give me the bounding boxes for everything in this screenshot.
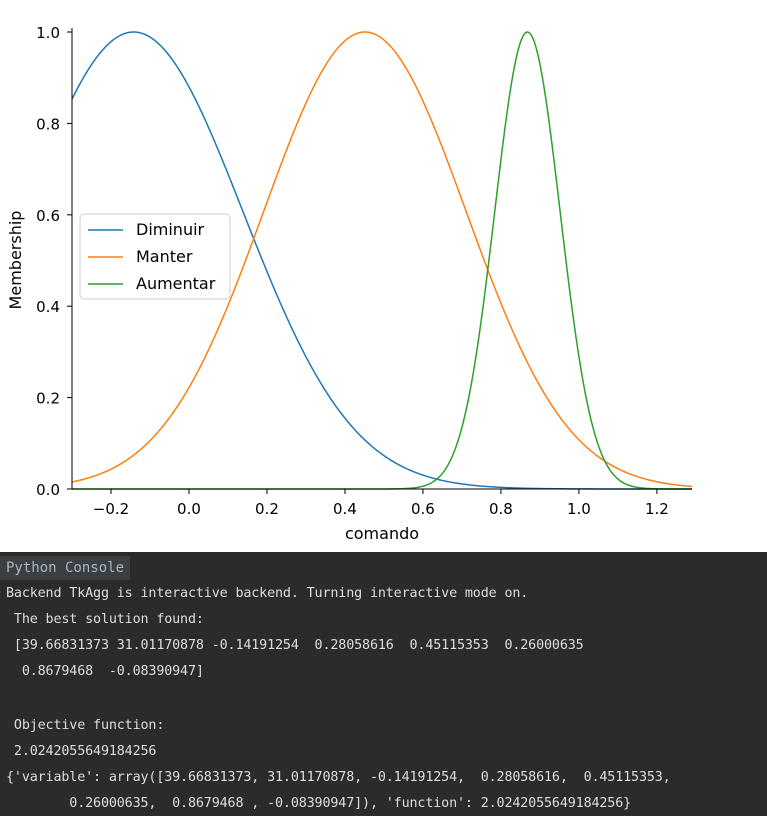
legend-box [79,213,231,300]
x-tick-label: 1.2 [645,500,669,518]
legend-label: Diminuir [136,220,205,239]
x-tick-label: −0.2 [93,500,129,518]
x-tick-label: 0.0 [177,500,201,518]
python-console-panel[interactable]: Python Console Backend TkAgg is interact… [0,552,767,816]
console-line: 0.26000635, 0.8679468 , -0.08390947]), '… [6,796,632,811]
legend-label: Aumentar [136,274,216,293]
tab-python-console[interactable]: Python Console [0,556,131,580]
console-line: [39.66831373 31.01170878 -0.14191254 0.2… [6,638,584,653]
membership-chart: −0.2 0.0 0.2 0.4 0.6 0.8 1.0 1.2 0.0 0.2 0.4 0.6 0.8… [6,24,693,543]
y-tick-label: 0.0 [36,481,60,499]
console-line: Objective function: [6,718,165,733]
x-tick-label: 0.8 [489,500,513,518]
x-tick-label: 0.6 [411,500,435,518]
x-tick-label: 0.4 [333,500,357,518]
y-tick-label: 0.6 [36,207,60,225]
y-tick-label: 1.0 [36,24,60,42]
console-line: 2.0242055649184256 [6,744,157,759]
x-tick-label: 0.2 [255,500,279,518]
legend-label: Manter [136,247,193,266]
console-line: 0.8679468 -0.08390947] [6,664,204,679]
x-tick-label: 1.0 [567,500,591,518]
console-line: {'variable': array([39.66831373, 31.0117… [6,770,671,785]
y-tick-label: 0.8 [36,115,60,133]
x-axis-label: comando [345,524,419,543]
figure-canvas: −0.2 0.0 0.2 0.4 0.6 0.8 1.0 1.2 0.0 0.2 0.4 0.6 0.8… [6,24,693,543]
y-axis-label: Membership [6,211,25,310]
y-tick-label: 0.4 [36,298,60,316]
console-line: Backend TkAgg is interactive backend. Tu… [6,586,529,601]
series-line-manter [71,31,693,488]
console-line: The best solution found: [6,612,204,627]
y-tick-label: 0.2 [36,390,60,408]
